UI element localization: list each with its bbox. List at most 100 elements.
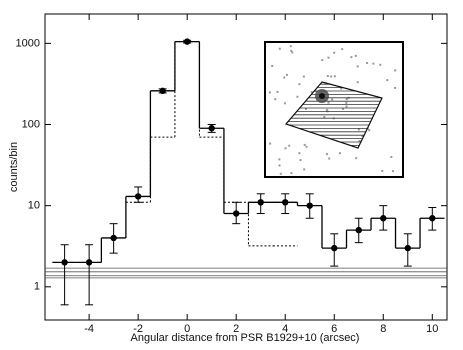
noise-dot — [276, 90, 279, 93]
noise-dot — [326, 75, 329, 78]
y-tick-label: 10 — [28, 200, 40, 212]
noise-dot — [278, 158, 281, 161]
noise-dot — [390, 155, 393, 158]
noise-dot — [356, 65, 359, 68]
data-point — [61, 259, 68, 266]
inset-frame — [264, 41, 404, 178]
data-point — [134, 193, 142, 200]
data-point — [110, 234, 117, 242]
noise-dot — [341, 107, 344, 110]
noise-dot — [303, 143, 306, 146]
noise-dot — [304, 107, 307, 110]
noise-dot — [355, 157, 358, 160]
noise-dot — [305, 145, 308, 148]
noise-dot — [298, 152, 301, 155]
noise-dot — [331, 98, 334, 101]
x-tick-label: -2 — [133, 323, 143, 335]
data-point — [85, 259, 93, 266]
data-point — [404, 244, 411, 252]
noise-dot — [372, 62, 375, 65]
noise-dot — [303, 168, 306, 171]
noise-dot — [330, 75, 333, 78]
noise-dot — [394, 86, 397, 89]
inset-source-core — [319, 93, 325, 99]
data-point — [159, 87, 166, 95]
x-tick-label: 8 — [380, 323, 386, 335]
noise-dot — [394, 69, 397, 72]
noise-dot — [361, 135, 364, 138]
data-point — [331, 244, 338, 252]
data-point — [257, 199, 264, 206]
data-point — [306, 202, 313, 209]
noise-dot — [289, 45, 292, 48]
noise-dot — [288, 144, 291, 147]
noise-dot — [345, 101, 348, 104]
noise-dot — [310, 91, 313, 94]
x-tick-label: 4 — [282, 323, 288, 335]
noise-dot — [296, 95, 299, 98]
noise-dot — [290, 172, 293, 175]
noise-dot — [290, 49, 293, 52]
noise-dot — [268, 91, 271, 94]
plot-frame — [44, 13, 448, 321]
data-point — [380, 215, 387, 222]
x-axis-label: Angular distance from PSR B1929+10 (arcs… — [131, 332, 360, 344]
noise-dot — [368, 129, 371, 132]
data-point — [429, 215, 436, 222]
y-tick-label: 1 — [34, 281, 40, 293]
noise-dot — [283, 102, 286, 105]
noise-dot — [298, 83, 301, 86]
noise-dot — [278, 164, 281, 167]
x-tick-label: 2 — [233, 323, 239, 335]
noise-dot — [327, 56, 330, 59]
noise-dot — [328, 157, 331, 160]
inset-region — [284, 81, 383, 149]
noise-dot — [325, 108, 328, 111]
noise-dot — [291, 51, 294, 54]
y-tick-label: 100 — [22, 118, 40, 130]
data-point — [355, 226, 362, 234]
noise-dot — [338, 152, 341, 155]
noise-dot — [299, 159, 302, 162]
noise-dot — [327, 101, 330, 104]
x-tick-label: -4 — [84, 323, 94, 335]
noise-dot — [391, 170, 394, 173]
x-tick-label: 6 — [331, 323, 337, 335]
noise-dot — [269, 142, 272, 145]
noise-dot — [274, 98, 277, 101]
x-tick-label: 10 — [426, 323, 438, 335]
noise-dot — [285, 73, 288, 76]
noise-dot — [356, 81, 359, 84]
noise-dot — [302, 75, 305, 78]
noise-dot — [379, 63, 382, 66]
noise-dot — [271, 64, 274, 67]
noise-dot — [386, 79, 389, 82]
x-tick-label: 0 — [184, 323, 190, 335]
noise-dot — [366, 62, 369, 65]
noise-dot — [283, 76, 286, 79]
data-point — [208, 125, 215, 132]
noise-dot — [340, 87, 343, 90]
noise-dot — [323, 115, 326, 118]
y-axis-label: counts/bin — [8, 142, 20, 192]
noise-dot — [325, 153, 328, 156]
noise-dot — [350, 56, 353, 59]
noise-dot — [333, 75, 336, 78]
noise-dot — [333, 51, 336, 54]
noise-dot — [345, 105, 348, 108]
data-point — [232, 210, 240, 217]
noise-dot — [345, 97, 348, 100]
noise-dot — [357, 128, 360, 131]
y-tick-label: 1000 — [16, 37, 40, 49]
inset-image — [264, 41, 404, 178]
noise-dot — [354, 54, 357, 57]
noise-dot — [358, 140, 361, 143]
noise-dot — [279, 172, 282, 175]
noise-dot — [284, 147, 287, 150]
data-point — [282, 199, 289, 206]
noise-dot — [341, 48, 344, 51]
noise-dot — [321, 59, 324, 62]
inset-noise — [268, 45, 397, 175]
noise-dot — [278, 47, 281, 50]
